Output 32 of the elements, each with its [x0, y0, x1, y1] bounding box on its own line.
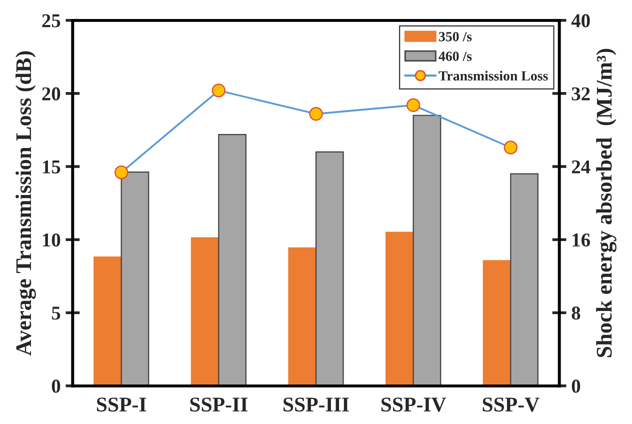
bar: [190, 237, 220, 386]
x-tick-label: SSP-III: [284, 398, 349, 412]
y-tick-label: 0: [52, 380, 60, 393]
y-tick-label: 25: [42, 14, 60, 28]
bar: [120, 171, 150, 386]
x-tick-label: SSP-I: [96, 398, 146, 412]
y2-tick-label: 40: [571, 14, 590, 28]
bar: [288, 247, 317, 386]
y2-axis-title: Shock energy absorbed (MJ/m³): [596, 48, 616, 358]
y2-tick-label: 16: [572, 234, 590, 247]
y2-tick-label: 24: [572, 160, 590, 174]
y-tick-label: 10: [42, 233, 60, 247]
legend-label: 460 /s: [438, 52, 472, 61]
y-tick-label: 20: [42, 87, 60, 100]
bar: [315, 151, 344, 386]
x-tick-label: SSP-IV: [381, 398, 446, 412]
y-tick-label: 15: [42, 160, 60, 174]
y-tick-label: 5: [52, 306, 60, 320]
x-tick-label: SSP-V: [482, 398, 540, 412]
y2-tick-label: 32: [572, 87, 590, 100]
y-axis-title: Average Transmission Loss (dB): [16, 51, 36, 356]
bar: [218, 134, 246, 386]
bar: [482, 260, 512, 386]
x-tick-label: SSP-II: [190, 398, 248, 412]
legend-label: Transmission Loss: [438, 70, 548, 81]
bar: [94, 256, 122, 386]
bar: [412, 114, 442, 386]
bar: [386, 232, 414, 386]
bar: [510, 173, 538, 386]
legend-label: 350 /s: [438, 32, 472, 42]
y2-tick-label: 0: [572, 380, 580, 393]
y2-tick-label: 8: [572, 306, 580, 320]
